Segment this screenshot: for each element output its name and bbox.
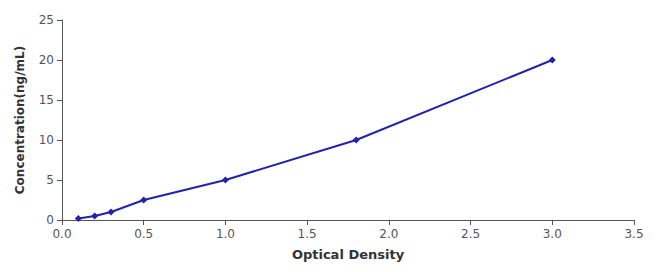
svg-text:20: 20 [39, 53, 54, 67]
svg-text:Optical Density: Optical Density [292, 247, 405, 262]
svg-text:25: 25 [39, 13, 54, 27]
svg-text:5: 5 [46, 173, 54, 187]
svg-text:0: 0 [46, 213, 54, 227]
svg-text:0.0: 0.0 [52, 227, 71, 241]
svg-text:15: 15 [39, 93, 54, 107]
svg-text:3.5: 3.5 [624, 227, 643, 241]
svg-text:1.5: 1.5 [298, 227, 317, 241]
svg-text:0.5: 0.5 [134, 227, 153, 241]
svg-text:Concentration(ng/mL): Concentration(ng/mL) [13, 46, 27, 194]
svg-text:2.0: 2.0 [379, 227, 398, 241]
svg-text:10: 10 [39, 133, 54, 147]
svg-text:3.0: 3.0 [543, 227, 562, 241]
svg-text:2.5: 2.5 [461, 227, 480, 241]
svg-text:1.0: 1.0 [216, 227, 235, 241]
